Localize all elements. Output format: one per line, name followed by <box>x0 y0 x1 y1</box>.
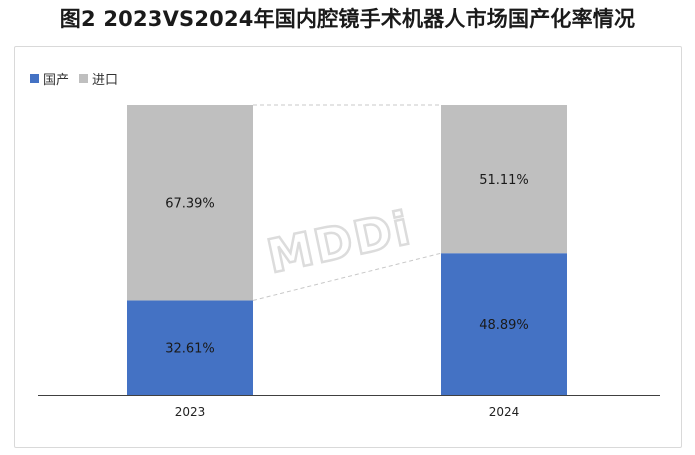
legend-label-imported: 进口 <box>92 72 119 88</box>
bar-imported-2023 <box>127 105 253 301</box>
data-label-imported-2023: 67.39% <box>165 197 215 212</box>
chart-panel <box>14 46 682 448</box>
x-tick-label-2024: 2024 <box>489 405 520 419</box>
legend-item-imported[interactable]: 进口 <box>79 69 118 88</box>
chart-title: 图2 2023VS2024年国内腔镜手术机器人市场国产化率情况 <box>59 7 636 31</box>
data-label-imported-2024: 51.11% <box>479 173 529 188</box>
x-tick-label-2023: 2023 <box>175 405 206 419</box>
legend-item-domestic[interactable]: 国产 <box>30 69 69 88</box>
bar-imported-2024 <box>441 105 567 254</box>
series-connector-domestic <box>252 252 442 301</box>
bar-domestic-2024 <box>441 253 567 395</box>
data-label-domestic-2023: 32.61% <box>165 342 215 357</box>
legend: 国产 进口 <box>30 69 128 88</box>
legend-label-domestic: 国产 <box>43 72 70 88</box>
bar-domestic-2023 <box>127 300 253 395</box>
watermark-logo: MDDi <box>262 200 416 283</box>
legend-swatch-imported <box>79 73 89 83</box>
legend-swatch-domestic <box>30 73 39 83</box>
data-label-domestic-2024: 48.89% <box>479 318 529 333</box>
